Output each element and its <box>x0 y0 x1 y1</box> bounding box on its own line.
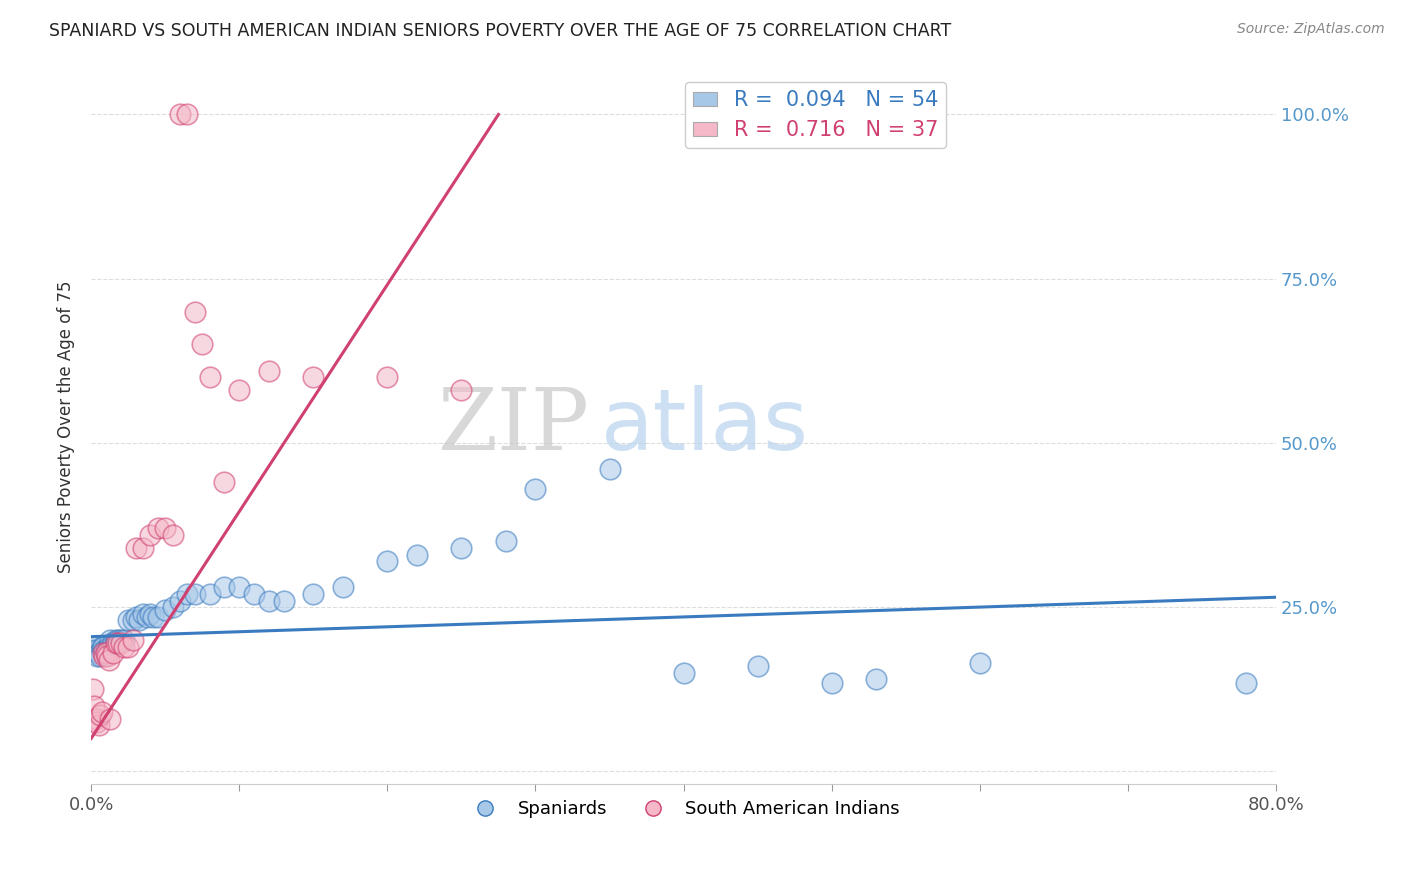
Point <box>90 640 112 654</box>
Legend: Spaniards, South American Indians: Spaniards, South American Indians <box>460 793 907 825</box>
Point <box>100 632 122 647</box>
Point <box>86 714 108 729</box>
Point <box>672 665 695 680</box>
Point <box>377 370 399 384</box>
Point <box>82 682 104 697</box>
Point <box>139 607 162 621</box>
Point <box>1234 675 1257 690</box>
Point <box>228 581 250 595</box>
Point <box>146 521 169 535</box>
Point <box>105 632 128 647</box>
Point <box>228 384 250 398</box>
Point <box>142 610 165 624</box>
Point <box>100 712 122 726</box>
Point <box>105 636 128 650</box>
Point <box>169 107 191 121</box>
Point <box>90 705 112 719</box>
Point <box>332 581 354 595</box>
Point <box>112 640 135 654</box>
Point <box>214 475 236 490</box>
Point <box>406 548 429 562</box>
Point <box>117 613 139 627</box>
Point <box>495 534 517 549</box>
Text: atlas: atlas <box>600 385 808 468</box>
Point <box>257 364 280 378</box>
Point <box>89 708 111 723</box>
Text: SPANIARD VS SOUTH AMERICAN INDIAN SENIORS POVERTY OVER THE AGE OF 75 CORRELATION: SPANIARD VS SOUTH AMERICAN INDIAN SENIOR… <box>49 22 952 40</box>
Point <box>184 304 207 318</box>
Point <box>89 649 111 664</box>
Text: Source: ZipAtlas.com: Source: ZipAtlas.com <box>1237 22 1385 37</box>
Point <box>93 642 115 657</box>
Point <box>104 636 127 650</box>
Point <box>169 593 191 607</box>
Point <box>84 642 107 657</box>
Point <box>257 593 280 607</box>
Point <box>97 653 120 667</box>
Point <box>84 712 107 726</box>
Point <box>97 640 120 654</box>
Point <box>91 646 114 660</box>
Point <box>162 600 184 615</box>
Y-axis label: Seniors Poverty Over the Age of 75: Seniors Poverty Over the Age of 75 <box>58 280 75 573</box>
Point <box>302 587 325 601</box>
Point <box>599 462 621 476</box>
Point <box>524 482 547 496</box>
Point <box>302 370 325 384</box>
Point <box>87 718 110 732</box>
Point <box>184 587 207 601</box>
Point <box>176 107 198 121</box>
Point <box>176 587 198 601</box>
Point <box>214 581 236 595</box>
Point <box>198 370 221 384</box>
Point <box>103 646 125 660</box>
Point <box>865 673 887 687</box>
Point <box>110 632 132 647</box>
Point <box>82 642 104 657</box>
Point <box>87 646 110 660</box>
Point <box>124 541 146 555</box>
Point <box>969 656 991 670</box>
Point <box>132 607 155 621</box>
Point <box>91 640 114 654</box>
Point <box>83 640 105 654</box>
Point <box>96 642 118 657</box>
Point <box>121 632 143 647</box>
Point <box>121 613 143 627</box>
Point <box>86 649 108 664</box>
Point <box>273 593 295 607</box>
Point <box>153 603 176 617</box>
Point <box>146 610 169 624</box>
Point <box>821 675 844 690</box>
Point <box>117 640 139 654</box>
Text: ZIP: ZIP <box>437 384 589 468</box>
Point <box>110 636 132 650</box>
Point <box>153 521 176 535</box>
Point <box>112 632 135 647</box>
Point <box>191 337 214 351</box>
Point <box>107 632 129 647</box>
Point <box>94 646 117 660</box>
Point <box>243 587 266 601</box>
Point <box>124 610 146 624</box>
Point <box>450 384 472 398</box>
Point <box>101 636 124 650</box>
Point <box>83 698 105 713</box>
Point <box>103 636 125 650</box>
Point <box>93 649 115 664</box>
Point <box>198 587 221 601</box>
Point <box>136 610 159 624</box>
Point <box>139 528 162 542</box>
Point <box>747 659 769 673</box>
Point <box>94 642 117 657</box>
Point <box>96 649 118 664</box>
Point <box>132 541 155 555</box>
Point <box>128 613 150 627</box>
Point <box>377 554 399 568</box>
Point <box>450 541 472 555</box>
Point <box>107 636 129 650</box>
Point <box>162 528 184 542</box>
